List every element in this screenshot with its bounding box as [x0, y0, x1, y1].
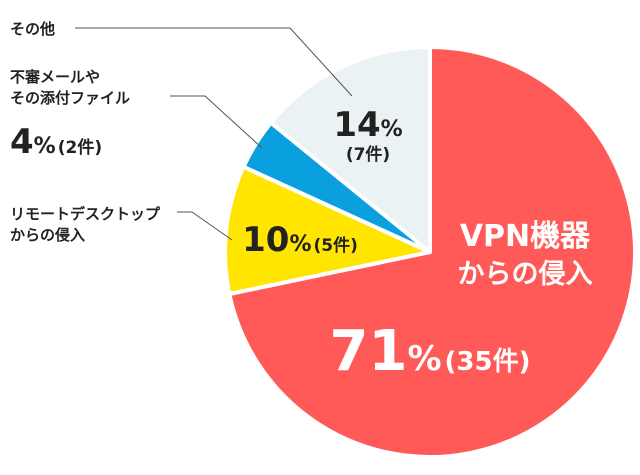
- slice-value-remote: 10% (5件): [242, 220, 358, 260]
- slice-label-email-line1: 不審メールや: [10, 68, 100, 86]
- slice-count-other: (7件): [346, 144, 390, 165]
- pie-slice-other: [268, 45, 432, 254]
- slice-value-vpn: 71% (35件): [330, 319, 531, 384]
- percent-sign-email: %: [34, 134, 56, 159]
- slice-count-remote: (5件): [314, 235, 358, 256]
- slice-label-other: その他: [10, 20, 55, 38]
- slice-label-vpn-line1: VPN機器: [460, 219, 591, 254]
- slice-pct-email: 4: [10, 122, 34, 162]
- slice-label-vpn-line2: からの侵入: [458, 259, 593, 290]
- slice-pct-vpn: 71: [330, 319, 408, 384]
- leader-line-other: [75, 27, 353, 97]
- slice-pct-remote: 10: [242, 220, 289, 260]
- slice-value-email: 4% (2件): [10, 122, 102, 162]
- slice-label-email-line2: その添付ファイル: [10, 89, 130, 107]
- pie-slice-remote: [223, 164, 432, 296]
- slice-count-email: (2件): [58, 137, 102, 158]
- leader-line-email: [170, 95, 263, 149]
- pie-slice-vpn: [227, 45, 637, 459]
- slice-label-remote-line2: からの侵入: [10, 226, 85, 244]
- leader-line-remote: [177, 211, 233, 241]
- slice-count-vpn: (35件): [445, 347, 531, 377]
- slice-pct-other: 14: [333, 105, 380, 145]
- slice-value-other: 14%: [333, 105, 402, 145]
- percent-sign-other: %: [381, 117, 403, 142]
- slice-label-remote-line1: リモートデスクトップ: [10, 205, 161, 223]
- percent-sign-remote: %: [289, 232, 311, 257]
- percent-sign-vpn: %: [407, 339, 441, 379]
